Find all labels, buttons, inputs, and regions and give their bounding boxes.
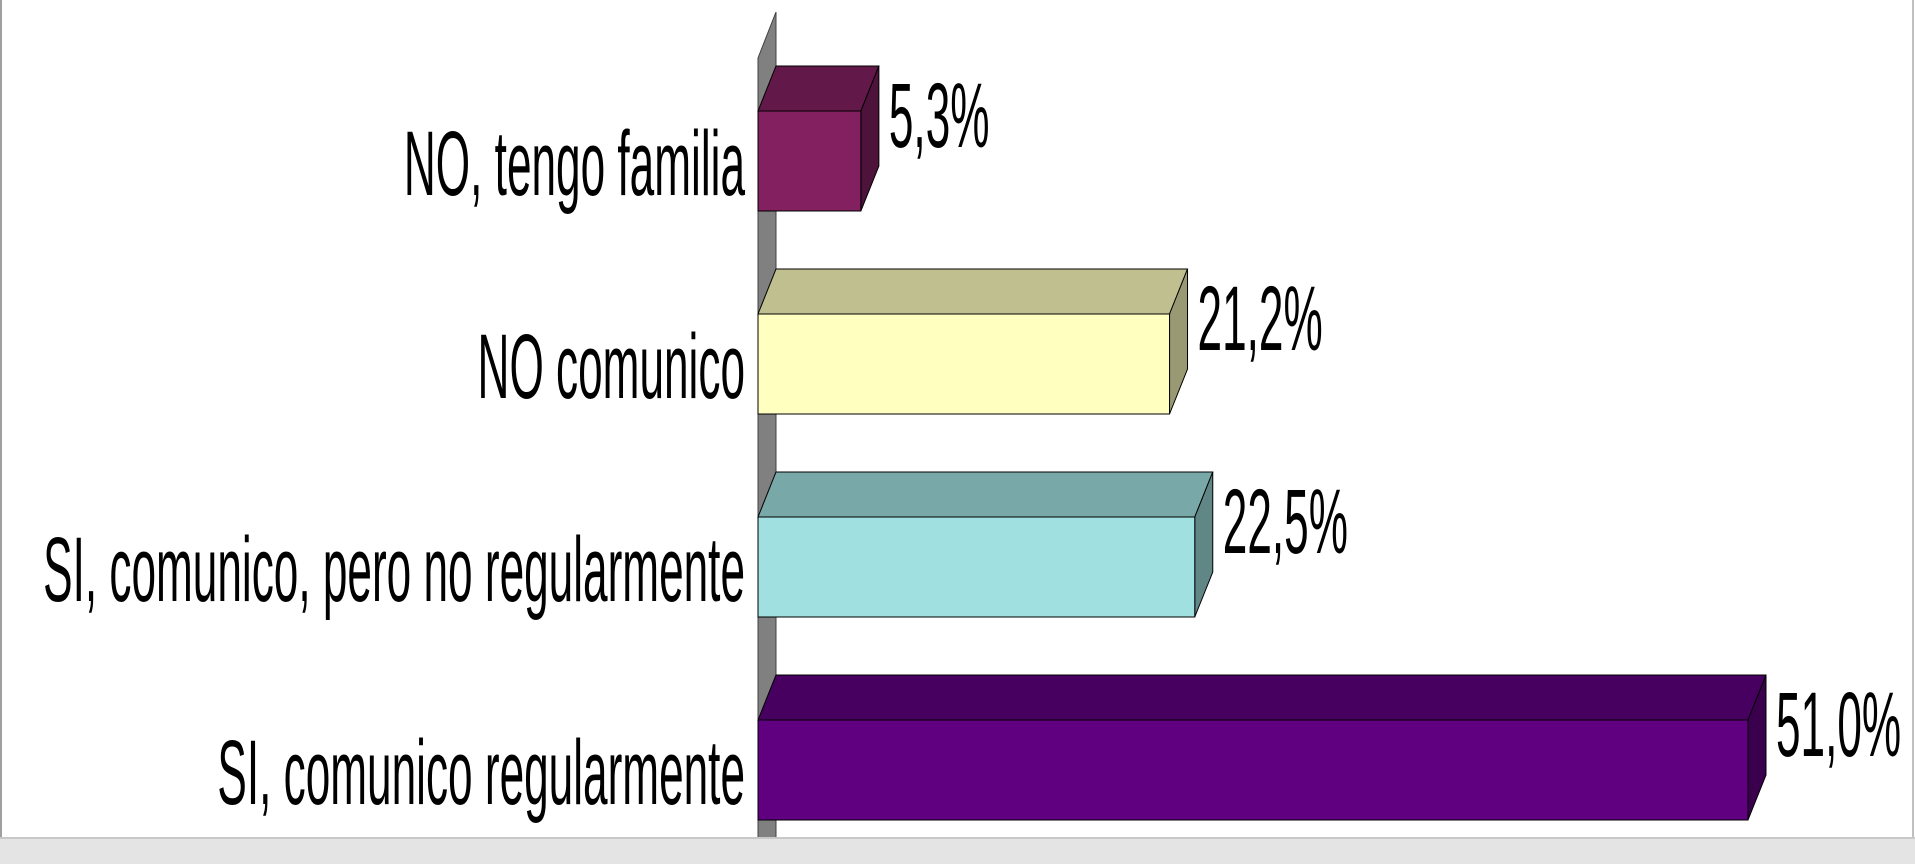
category-label: NO comunico — [478, 316, 745, 418]
value-label: 21,2% — [1198, 268, 1323, 370]
plot: NO, tengo familia 5,3% NO comunico 21,2% SI,… — [43, 65, 1901, 824]
window-bottom-bar — [0, 838, 1915, 864]
category-label: SI, comunico regularmente — [217, 722, 745, 824]
bar-top — [757, 674, 1767, 721]
bar — [757, 719, 1749, 821]
category-label: SI, comunico, pero no regularmente — [43, 519, 745, 621]
value-label: 22,5% — [1223, 471, 1348, 573]
bar — [757, 313, 1171, 415]
value-label: 51,0% — [1776, 674, 1901, 776]
category-label: NO, tengo familia — [404, 113, 746, 215]
bar — [757, 110, 862, 212]
bar — [757, 516, 1196, 618]
bar-top — [757, 268, 1189, 315]
value-label: 5,3% — [889, 65, 990, 167]
bar-top — [757, 65, 880, 112]
bar-top — [757, 471, 1214, 518]
